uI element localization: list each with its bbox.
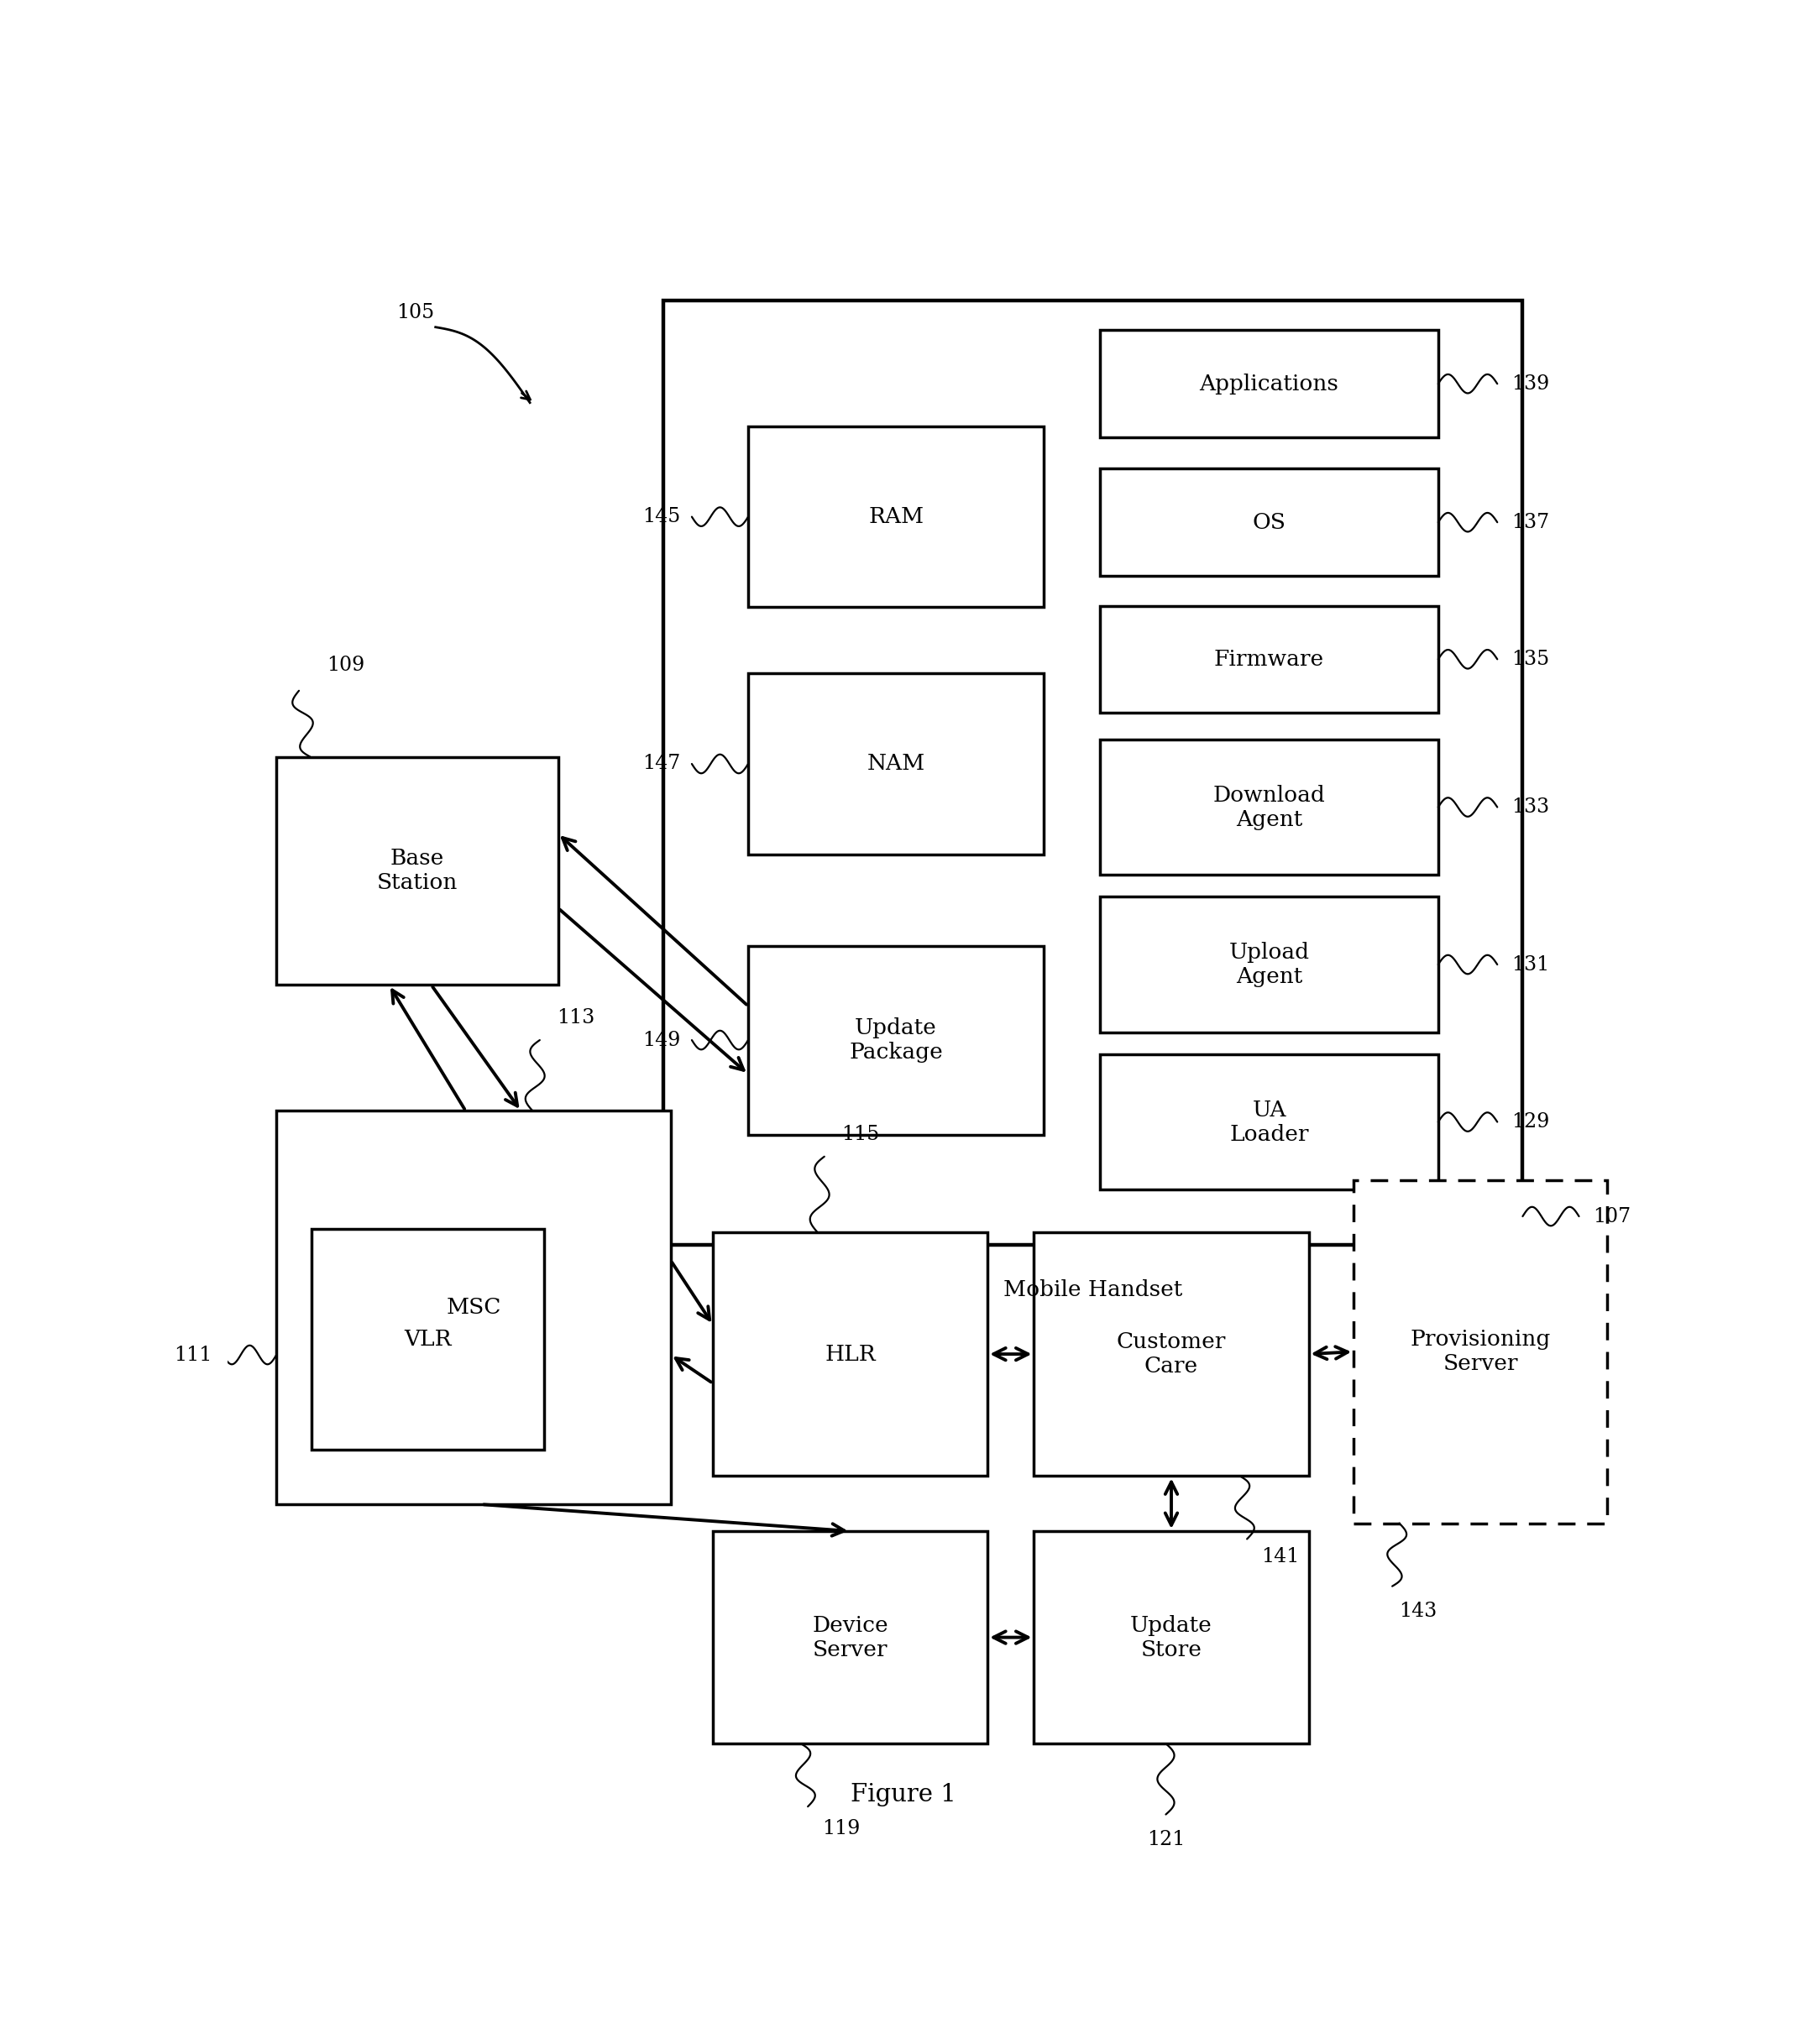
Text: UA
Loader: UA Loader (1230, 1100, 1308, 1145)
Bar (276, 1112, 670, 1504)
Bar (1034, 1233, 1308, 1476)
Text: NAM: NAM (867, 754, 925, 775)
Text: Download
Agent: Download Agent (1214, 785, 1325, 830)
Text: 115: 115 (841, 1124, 879, 1145)
Text: Mobile Handset: Mobile Handset (1003, 1280, 1183, 1300)
Bar (663, 300, 1523, 1245)
Text: 133: 133 (1512, 797, 1550, 818)
Bar (712, 1233, 988, 1476)
Bar (1101, 605, 1439, 713)
Text: Firmware: Firmware (1214, 648, 1325, 670)
Bar (749, 672, 1043, 854)
Text: Update
Store: Update Store (1130, 1615, 1212, 1660)
Text: 137: 137 (1512, 513, 1550, 531)
Text: Base
Station: Base Station (376, 848, 458, 893)
Bar (1101, 897, 1439, 1032)
Bar (1101, 1055, 1439, 1190)
Text: 105: 105 (396, 303, 434, 323)
Text: 145: 145 (643, 507, 681, 527)
Text: OS: OS (1252, 511, 1286, 533)
Text: 131: 131 (1512, 955, 1550, 975)
Text: 109: 109 (327, 656, 365, 675)
Text: 135: 135 (1512, 650, 1550, 668)
Bar (749, 946, 1043, 1134)
Text: 113: 113 (556, 1008, 594, 1028)
Text: VLR: VLR (403, 1329, 451, 1349)
Text: 147: 147 (643, 754, 681, 773)
Text: 143: 143 (1399, 1602, 1437, 1621)
Text: Provisioning
Server: Provisioning Server (1410, 1329, 1550, 1374)
Bar (1034, 1531, 1308, 1744)
Text: RAM: RAM (869, 507, 923, 527)
Text: 107: 107 (1594, 1206, 1632, 1226)
Text: HLR: HLR (825, 1343, 876, 1365)
Bar (1101, 468, 1439, 576)
Text: Figure 1: Figure 1 (850, 1782, 956, 1807)
Text: MSC: MSC (447, 1298, 501, 1318)
Bar (276, 756, 558, 985)
Text: 121: 121 (1147, 1829, 1185, 1850)
Bar (1101, 331, 1439, 437)
Text: Customer
Care: Customer Care (1117, 1331, 1226, 1378)
Text: 119: 119 (821, 1819, 859, 1838)
Bar (1354, 1179, 1608, 1523)
Text: 141: 141 (1261, 1547, 1299, 1566)
Text: 111: 111 (174, 1345, 211, 1365)
Text: 129: 129 (1512, 1112, 1550, 1132)
Text: Device
Server: Device Server (812, 1615, 889, 1660)
Text: 149: 149 (643, 1030, 681, 1051)
Text: Applications: Applications (1199, 374, 1339, 394)
Bar (313, 1228, 543, 1449)
Bar (712, 1531, 988, 1744)
Bar (749, 427, 1043, 607)
Text: 139: 139 (1512, 374, 1550, 392)
Text: Upload
Agent: Upload Agent (1228, 942, 1310, 987)
Bar (1101, 740, 1439, 875)
Text: Update
Package: Update Package (849, 1018, 943, 1063)
